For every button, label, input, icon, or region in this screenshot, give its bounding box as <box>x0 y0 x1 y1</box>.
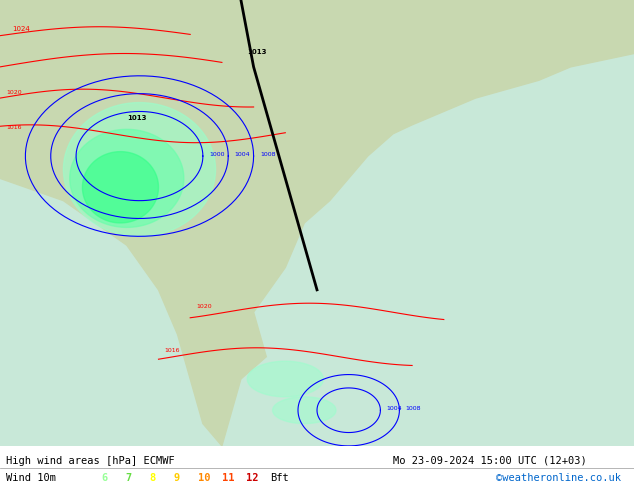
Text: Mo 23-09-2024 15:00 UTC (12+03): Mo 23-09-2024 15:00 UTC (12+03) <box>393 456 587 466</box>
Text: 6: 6 <box>101 473 108 483</box>
Text: 1008: 1008 <box>260 152 275 157</box>
Polygon shape <box>76 58 139 89</box>
Polygon shape <box>0 0 51 67</box>
Text: 1000: 1000 <box>209 152 224 157</box>
Text: Wind 10m: Wind 10m <box>6 473 56 483</box>
Text: 1013: 1013 <box>127 115 146 122</box>
Polygon shape <box>273 397 336 423</box>
Text: Bft: Bft <box>270 473 289 483</box>
Text: 8: 8 <box>150 473 156 483</box>
Text: High wind areas [hPa] ECMWF: High wind areas [hPa] ECMWF <box>6 456 175 466</box>
Polygon shape <box>82 151 158 223</box>
Text: 1020: 1020 <box>197 304 212 309</box>
Text: ©weatheronline.co.uk: ©weatheronline.co.uk <box>496 473 621 483</box>
Text: 12: 12 <box>246 473 259 483</box>
Text: 1013: 1013 <box>247 49 267 54</box>
Text: 7: 7 <box>126 473 132 483</box>
Polygon shape <box>247 361 323 397</box>
Text: 1020: 1020 <box>6 90 22 95</box>
Polygon shape <box>0 0 634 446</box>
Polygon shape <box>63 102 216 236</box>
Polygon shape <box>70 129 184 227</box>
Text: 1016: 1016 <box>165 348 180 353</box>
Text: 1016: 1016 <box>6 125 22 130</box>
Text: 9: 9 <box>174 473 180 483</box>
Text: 1004: 1004 <box>235 152 250 157</box>
Text: 1004: 1004 <box>387 406 403 411</box>
Text: 1024: 1024 <box>13 26 30 32</box>
Text: 1008: 1008 <box>406 406 421 411</box>
Text: 11: 11 <box>222 473 235 483</box>
Text: 10: 10 <box>198 473 210 483</box>
